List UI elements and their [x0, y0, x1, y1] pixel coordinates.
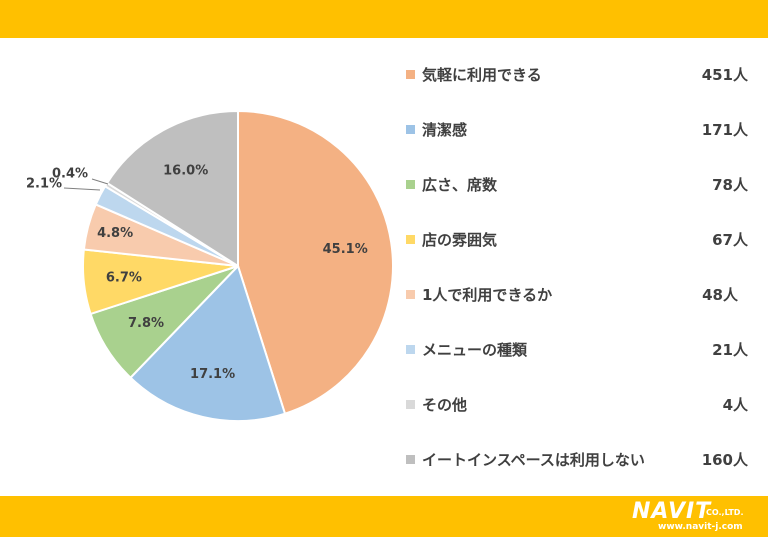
pie-percent-label: 2.1% — [26, 177, 62, 192]
legend-swatch — [406, 345, 415, 354]
pie-percent-label: 6.7% — [106, 270, 142, 285]
pie-slice — [105, 109, 239, 268]
legend-label: 広さ、席数 — [422, 176, 498, 194]
legend-count: 451人 — [701, 66, 748, 84]
legend-count: 4人 — [722, 396, 748, 414]
legend-label: イートインスペースは利用しない — [422, 451, 645, 469]
legend-item: 1人で利用できるか 48人 — [400, 282, 760, 308]
pie-percent-label: 0.4% — [52, 167, 88, 182]
legend-label: 清潔感 — [422, 121, 468, 139]
leader-line — [91, 178, 109, 185]
legend-item: 気軽に利用できる 451人 — [400, 62, 760, 88]
pie-slice — [237, 109, 394, 415]
logo-name: NAVIT — [632, 499, 712, 524]
logo-url: www.navit-j.com — [658, 522, 743, 532]
legend-label: 店の雰囲気 — [422, 231, 498, 249]
legend-swatch — [406, 125, 415, 134]
legend-item: イートインスペースは利用しない 160人 — [400, 447, 760, 473]
legend-item: 広さ、席数 78人 — [400, 172, 760, 198]
top-banner — [0, 0, 768, 38]
legend-count: 48人 — [702, 286, 738, 304]
legend-swatch — [406, 400, 415, 409]
pie-percent-label: 7.8% — [128, 316, 164, 331]
pie-percent-label: 4.8% — [97, 226, 133, 241]
legend-label: その他 — [422, 396, 468, 414]
pie-percent-label: 45.1% — [323, 242, 368, 257]
legend-swatch — [406, 455, 415, 464]
legend-label: 1人で利用できるか — [422, 286, 553, 304]
pie-percent-label: 16.0% — [163, 163, 208, 178]
pie-slice — [129, 264, 287, 422]
legend-count: 67人 — [712, 231, 748, 249]
logo-company-suffix: CO.,LTD. — [706, 508, 744, 517]
pie-chart: 45.1% 17.1% 7.8% 6.7% 4.8% 2.1%0.4% 16.0% — [26, 109, 394, 422]
legend-count: 78人 — [712, 176, 748, 194]
legend-count: 21人 — [712, 341, 748, 359]
legend-item: 清潔感 171人 — [400, 117, 760, 143]
legend-label: 気軽に利用できる — [422, 66, 542, 84]
legend-swatch — [406, 70, 415, 79]
pie-percent-label: 17.1% — [190, 367, 235, 382]
legend-count: 171人 — [701, 121, 748, 139]
legend-label: メニューの種類 — [422, 341, 528, 359]
navit-logo: NAVIT CO.,LTD. www.navit-j.com — [628, 498, 758, 536]
legend-swatch — [406, 180, 415, 189]
legend-item: 店の雰囲気 67人 — [400, 227, 760, 253]
legend-item: メニューの種類 21人 — [400, 337, 760, 363]
leader-line — [63, 187, 101, 191]
legend-swatch — [406, 235, 415, 244]
legend-item: その他 4人 — [400, 392, 760, 418]
legend-count: 160人 — [701, 451, 748, 469]
legend-swatch — [406, 290, 415, 299]
bottom-banner — [0, 496, 768, 537]
